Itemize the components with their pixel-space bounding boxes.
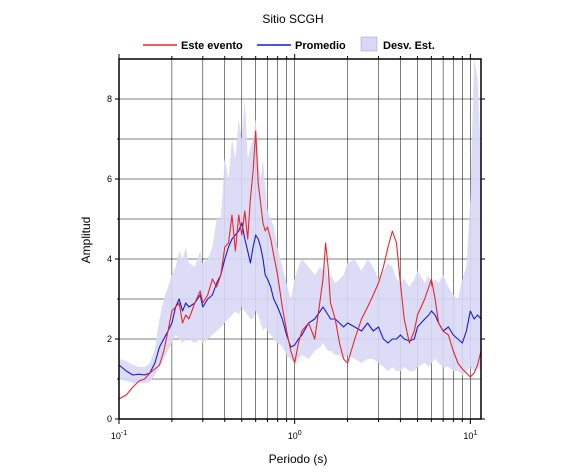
legend-swatch-band xyxy=(360,36,378,52)
plot-frame xyxy=(118,58,482,420)
series-line-event xyxy=(118,130,482,400)
legend-label-event: Este evento xyxy=(181,40,243,52)
y-tick-label: 6 xyxy=(107,174,112,184)
series-band-std xyxy=(119,59,481,383)
y-axis-label: Amplitud xyxy=(79,217,93,264)
x-tick-label: 10-1 xyxy=(111,430,127,441)
x-axis-label: Periodo (s) xyxy=(269,452,328,466)
y-tick-label: 2 xyxy=(107,334,112,344)
y-tick-label: 8 xyxy=(107,94,112,104)
legend-label-mean: Promedio xyxy=(295,40,346,52)
plot-area: 0 2 4 6 8 10-1 100 101 xyxy=(107,54,485,441)
legend: Este evento Promedio Desv. Est. xyxy=(143,36,435,52)
y-tick-label: 4 xyxy=(107,254,112,264)
chart-title: Sitio SCGH xyxy=(262,12,323,26)
legend-label-band: Desv. Est. xyxy=(383,40,435,52)
x-tick-label: 101 xyxy=(463,430,477,441)
x-tick-label: 100 xyxy=(288,430,302,441)
y-tick-label: 0 xyxy=(107,414,112,424)
